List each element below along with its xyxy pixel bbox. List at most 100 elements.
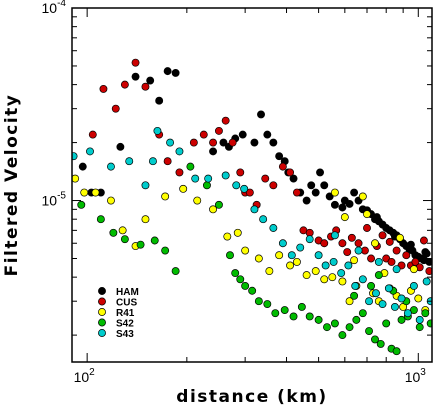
data-point-s42 bbox=[350, 291, 359, 300]
data-point-s43 bbox=[321, 261, 330, 270]
data-point-s42 bbox=[171, 267, 180, 276]
data-point-r41 bbox=[371, 239, 379, 248]
data-point-r41 bbox=[292, 257, 301, 266]
data-point-r41 bbox=[265, 267, 274, 276]
data-point-s42 bbox=[382, 319, 391, 328]
data-point-r41 bbox=[141, 215, 150, 224]
data-point-r41 bbox=[345, 297, 354, 306]
data-point-s43 bbox=[329, 257, 338, 266]
data-point-s43 bbox=[305, 235, 314, 244]
data-point-ham bbox=[289, 174, 298, 183]
legend-item-s43: S43 bbox=[98, 329, 134, 340]
data-point-cus bbox=[292, 188, 301, 197]
data-point-cus bbox=[163, 157, 172, 166]
data-point-ham bbox=[421, 248, 430, 257]
data-point-cus bbox=[245, 188, 254, 197]
data-point-s42 bbox=[358, 309, 367, 318]
data-point-s42 bbox=[289, 312, 298, 321]
data-point-s43 bbox=[204, 174, 213, 183]
data-point-r41 bbox=[409, 265, 418, 274]
data-point-s42 bbox=[409, 306, 418, 314]
legend-item-s42: S42 bbox=[98, 319, 134, 330]
data-point-s43 bbox=[287, 251, 296, 260]
data-point-r41 bbox=[340, 213, 349, 222]
data-point-r41 bbox=[338, 277, 347, 286]
data-point-ham bbox=[257, 110, 265, 119]
data-point-r41 bbox=[328, 273, 337, 282]
data-point-s43 bbox=[86, 147, 94, 156]
data-point-ham bbox=[302, 196, 311, 205]
data-point-r41 bbox=[414, 294, 423, 303]
data-point-s42 bbox=[397, 315, 406, 324]
data-point-s43 bbox=[221, 171, 230, 180]
legend-label: R41 bbox=[116, 308, 135, 319]
data-point-r41 bbox=[311, 267, 320, 276]
data-point-s42 bbox=[365, 327, 373, 335]
data-point-s42 bbox=[231, 269, 240, 278]
data-point-cus bbox=[131, 58, 140, 67]
data-point-cus bbox=[175, 168, 184, 177]
data-point-ham bbox=[330, 200, 339, 209]
data-point-s43 bbox=[107, 162, 115, 171]
legend-marker bbox=[98, 287, 106, 295]
data-point-s43 bbox=[351, 282, 360, 290]
data-point-s43 bbox=[354, 246, 363, 255]
data-point-r41 bbox=[275, 251, 284, 260]
data-point-cus bbox=[141, 82, 150, 91]
legend-label: CUS bbox=[116, 298, 137, 309]
data-point-s42 bbox=[371, 335, 379, 344]
data-point-s43 bbox=[422, 277, 431, 286]
data-point-s42 bbox=[248, 286, 257, 295]
data-point-cus bbox=[363, 224, 371, 232]
legend-label: S43 bbox=[116, 329, 134, 340]
data-point-r41 bbox=[330, 188, 339, 197]
data-point-r41 bbox=[286, 261, 295, 270]
data-point-s43 bbox=[378, 300, 387, 308]
data-point-s43 bbox=[403, 309, 412, 318]
data-point-ham bbox=[78, 162, 87, 171]
x-tick-label: 103 bbox=[405, 367, 427, 385]
legend-item-cus: CUS bbox=[98, 298, 137, 309]
data-point-ham bbox=[372, 213, 381, 222]
data-point-s42 bbox=[345, 323, 354, 332]
data-point-s42 bbox=[426, 319, 432, 328]
data-point-cus bbox=[411, 257, 420, 266]
data-point-s43 bbox=[166, 138, 175, 147]
data-point-s42 bbox=[314, 315, 323, 324]
y-tick-label-exponent: -5 bbox=[57, 191, 66, 202]
data-point-s43 bbox=[175, 147, 184, 156]
data-point-ham bbox=[219, 138, 228, 147]
data-point-s42 bbox=[226, 251, 234, 260]
data-point-cus bbox=[419, 236, 428, 245]
data-point-s43 bbox=[372, 289, 380, 298]
data-point-cus bbox=[378, 231, 387, 240]
data-point-ham bbox=[311, 188, 320, 197]
y-tick-label-base: 10 bbox=[42, 0, 58, 16]
data-point-cus bbox=[120, 80, 129, 89]
legend-marker bbox=[98, 297, 106, 306]
data-point-r41 bbox=[179, 184, 188, 193]
data-point-cus bbox=[425, 267, 432, 276]
data-point-s42 bbox=[254, 297, 263, 306]
data-point-r41 bbox=[107, 196, 115, 205]
series-cus bbox=[88, 58, 432, 276]
data-point-s43 bbox=[384, 284, 393, 293]
data-point-r41 bbox=[223, 232, 232, 241]
data-point-s42 bbox=[161, 246, 170, 255]
data-point-cus bbox=[99, 84, 108, 93]
data-point-cus bbox=[338, 239, 347, 248]
data-point-ham bbox=[406, 240, 415, 249]
x-axis-title: distance (km) bbox=[176, 387, 327, 407]
legend-marker bbox=[98, 329, 106, 337]
data-point-s43 bbox=[250, 205, 259, 214]
data-point-r41 bbox=[161, 192, 170, 201]
data-point-s43 bbox=[337, 269, 346, 278]
data-point-r41 bbox=[233, 228, 242, 237]
x-tick-label-exponent: 3 bbox=[420, 367, 426, 378]
data-point-r41 bbox=[302, 271, 311, 280]
data-point-s42 bbox=[202, 181, 211, 190]
data-point-s43 bbox=[330, 231, 339, 240]
